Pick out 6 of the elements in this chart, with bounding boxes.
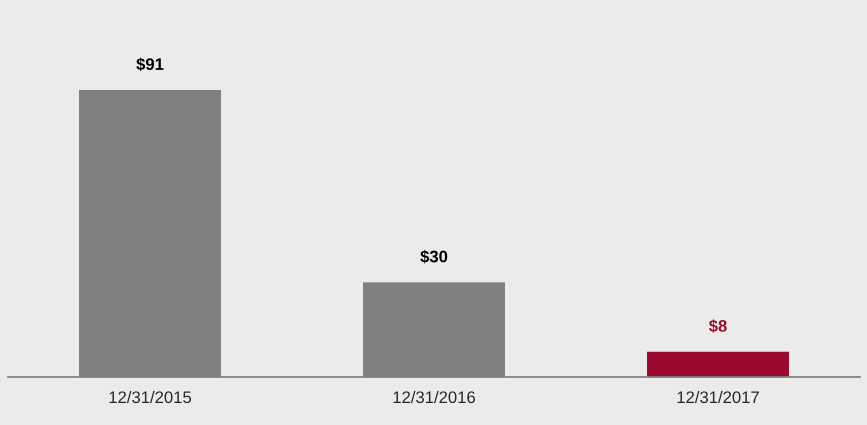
- data-label: $91: [136, 58, 164, 72]
- x-tick-label: 12/31/2017: [678, 390, 759, 404]
- data-label: $30: [420, 250, 448, 264]
- x-tick-label: 12/31/2015: [110, 390, 192, 404]
- x-tick-label: 12/31/2016: [394, 390, 475, 404]
- data-label: $8: [708, 319, 727, 333]
